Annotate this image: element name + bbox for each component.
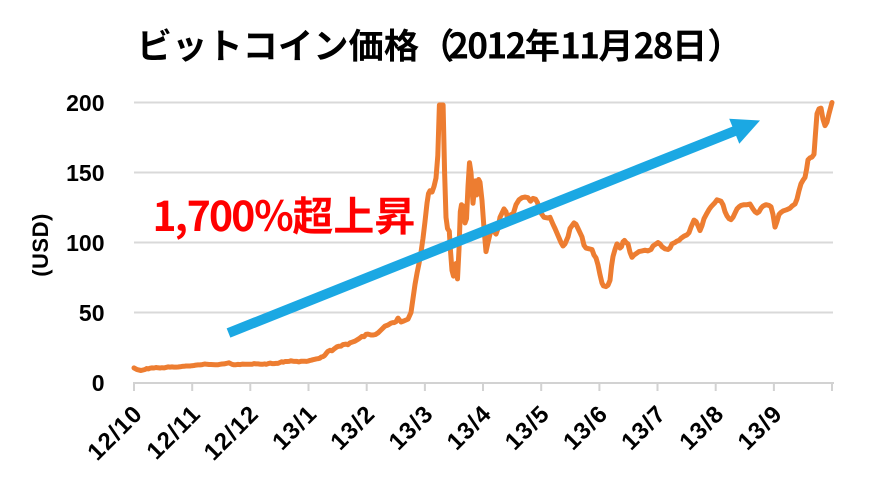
svg-text:200: 200 bbox=[66, 90, 104, 116]
svg-text:0: 0 bbox=[92, 370, 105, 396]
svg-text:50: 50 bbox=[79, 300, 105, 326]
svg-text:12/10: 12/10 bbox=[82, 400, 148, 466]
svg-text:13/7: 13/7 bbox=[616, 400, 672, 456]
svg-text:13/9: 13/9 bbox=[733, 400, 789, 456]
svg-text:13/8: 13/8 bbox=[674, 400, 730, 456]
svg-text:13/4: 13/4 bbox=[442, 400, 498, 456]
svg-text:150: 150 bbox=[66, 160, 104, 186]
svg-text:(USD): (USD) bbox=[28, 213, 53, 277]
svg-text:13/5: 13/5 bbox=[500, 400, 556, 456]
svg-text:13/3: 13/3 bbox=[384, 400, 440, 456]
svg-text:13/1: 13/1 bbox=[267, 400, 323, 456]
svg-text:12/12: 12/12 bbox=[199, 400, 265, 466]
svg-text:12/11: 12/11 bbox=[142, 400, 207, 465]
svg-text:13/2: 13/2 bbox=[325, 400, 381, 456]
svg-text:13/6: 13/6 bbox=[558, 400, 614, 456]
svg-text:100: 100 bbox=[66, 230, 104, 256]
